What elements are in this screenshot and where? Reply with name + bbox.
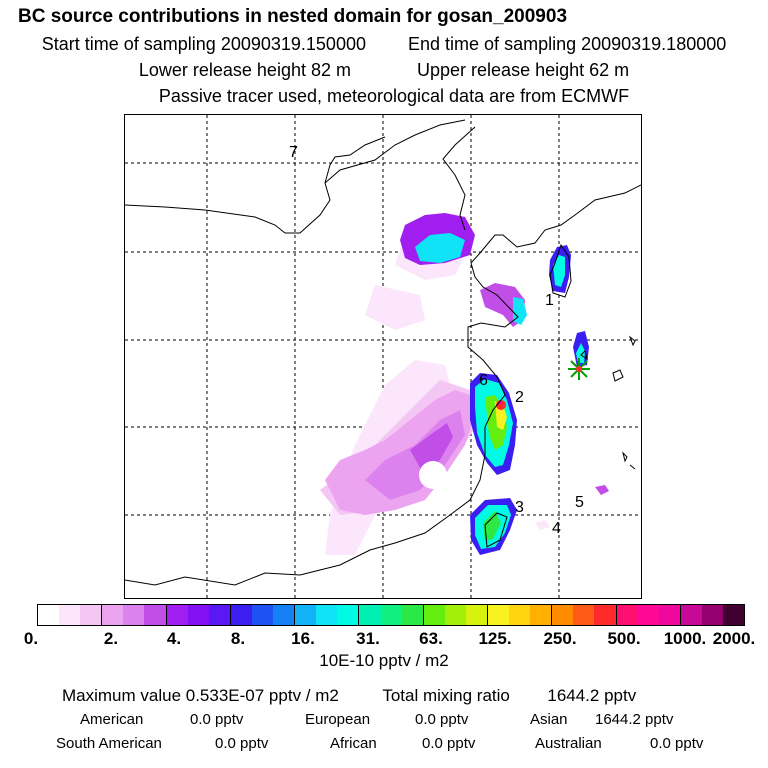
scale-tick: 16. xyxy=(291,629,315,648)
contrib-value: 0.0 pptv xyxy=(415,711,469,728)
color-scale-segment xyxy=(59,605,81,625)
page-title: BC source contributions in nested domain… xyxy=(18,6,568,27)
total-mixing-value: 1644.2 pptv xyxy=(547,686,637,705)
color-scale-segment xyxy=(637,605,659,625)
color-scale-segment xyxy=(123,605,145,625)
color-scale-segment xyxy=(680,605,702,625)
scale-tick: 8. xyxy=(230,629,246,648)
contrib-name: Australian xyxy=(535,735,602,752)
region-label-7: 7 xyxy=(289,144,298,161)
sampling-times: Start time of sampling 20090319.150000 E… xyxy=(0,34,768,55)
region-label-4: 4 xyxy=(552,520,561,537)
region-label-6: 6 xyxy=(479,372,488,389)
region-label-2: 2 xyxy=(515,389,524,406)
color-scale-bar xyxy=(37,604,745,626)
contrib-value: 0.0 pptv xyxy=(650,735,704,752)
contrib-value: 0.0 pptv xyxy=(215,735,269,752)
contrib-name: South American xyxy=(56,735,162,752)
contrib-name: European xyxy=(305,711,371,728)
borders xyxy=(324,136,386,184)
color-scale-segment xyxy=(465,605,488,625)
color-scale-segment xyxy=(701,605,723,625)
contrib-value: 1644.2 pptv xyxy=(595,711,674,728)
region-label-5: 5 xyxy=(575,494,584,511)
upper-release-label: Upper release height 62 m xyxy=(417,60,630,80)
color-scale-segment xyxy=(444,605,466,625)
total-mixing-label: Total mixing ratio xyxy=(382,686,510,705)
contrib-name: Asian xyxy=(530,711,568,728)
scale-tick: 1000. xyxy=(663,629,707,648)
summary-line: Maximum value 0.533E-07 pptv / m2 Total … xyxy=(62,686,636,706)
color-scale-segment xyxy=(187,605,209,625)
scale-tick: 2000. xyxy=(712,629,756,648)
color-scale-segment xyxy=(401,605,424,625)
map-grid xyxy=(125,115,641,598)
color-scale-segment xyxy=(102,605,124,625)
scale-tick: 2. xyxy=(103,629,119,648)
scale-units: 10E-10 pptv / m2 xyxy=(319,651,449,670)
color-scale-segment xyxy=(38,605,60,625)
color-scale-segment xyxy=(230,605,252,625)
color-scale-segment xyxy=(573,605,595,625)
color-scale-segment xyxy=(208,605,231,625)
color-scale-segment xyxy=(273,605,296,625)
color-scale-segment xyxy=(166,605,188,625)
color-scale-segment xyxy=(251,605,274,625)
lower-release-label: Lower release height 82 m xyxy=(138,60,351,80)
color-scale-segment xyxy=(658,605,681,625)
color-scale-segment xyxy=(423,605,445,625)
color-scale-segment xyxy=(316,605,338,625)
scale-tick: 125. xyxy=(478,629,512,648)
region-label-1: 1 xyxy=(545,292,554,309)
color-scale-segment xyxy=(337,605,360,625)
scale-tick: 63. xyxy=(419,629,443,648)
color-scale-segment xyxy=(144,605,167,625)
color-scale-segment xyxy=(80,605,103,625)
start-time-label: Start time of sampling 20090319.150000 xyxy=(41,34,366,54)
color-scale-segment xyxy=(295,605,317,625)
region-label-3: 3 xyxy=(515,499,524,516)
color-scale-segment xyxy=(594,605,617,625)
contrib-value: 0.0 pptv xyxy=(422,735,476,752)
contribution-map: 1 2 3 4 5 6 7 xyxy=(124,114,642,599)
map-svg: 1 2 3 4 5 6 7 xyxy=(125,115,641,598)
contrib-name: African xyxy=(330,735,377,752)
scale-tick: 250. xyxy=(543,629,577,648)
color-scale-segment xyxy=(487,605,510,625)
color-scale-segment xyxy=(552,605,574,625)
tracer-note: Passive tracer used, meteorological data… xyxy=(158,86,630,106)
color-scale-segment xyxy=(380,605,402,625)
scale-tick: 500. xyxy=(607,629,641,648)
color-scale-segment xyxy=(509,605,531,625)
release-heights: Lower release height 82 m Upper release … xyxy=(0,60,768,81)
coastlines xyxy=(125,119,641,586)
contrib-value: 0.0 pptv xyxy=(190,711,244,728)
color-scale-segment xyxy=(616,605,638,625)
scale-tick: 0. xyxy=(23,629,39,648)
color-scale-segment xyxy=(723,605,745,625)
color-scale-segment xyxy=(530,605,553,625)
max-value-label: Maximum value 0.533E-07 pptv / m2 xyxy=(62,686,339,705)
end-time-label: End time of sampling 20090319.180000 xyxy=(408,34,727,54)
scale-tick: 31. xyxy=(356,629,380,648)
color-scale-segment xyxy=(359,605,381,625)
star-icon xyxy=(568,358,590,380)
contrib-name: American xyxy=(80,711,144,728)
scale-tick: 4. xyxy=(166,629,182,648)
